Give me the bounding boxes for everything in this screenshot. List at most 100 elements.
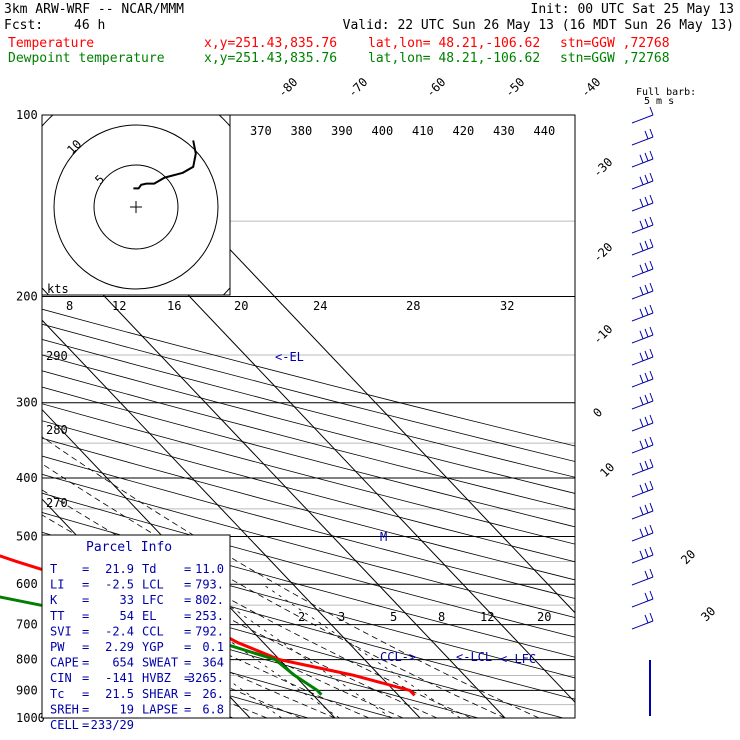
- wind-barb-flag: [644, 526, 649, 536]
- theta-label: 390: [331, 124, 353, 138]
- parcel-value: 654: [112, 656, 134, 670]
- wind-barb-staff: [631, 576, 654, 586]
- wind-barb-flag: [649, 436, 654, 446]
- pressure-tick-label: 300: [16, 396, 38, 410]
- parcel-value: 802.: [195, 593, 224, 607]
- parcel-key: HVBZ: [142, 671, 171, 685]
- parcel-value: 33: [120, 593, 134, 607]
- dry-adiabat-line: [42, 323, 575, 462]
- wind-barb-flag: [644, 174, 649, 184]
- wind-barb-flag: [649, 304, 654, 314]
- wind-barb-flag: [649, 546, 654, 556]
- parcel-eq: =: [82, 624, 89, 638]
- wind-barb-staff: [631, 510, 654, 520]
- wind-barb-flag: [649, 590, 654, 600]
- theta-label: 380: [291, 124, 313, 138]
- isotherm-line: [42, 408, 336, 718]
- theta-label: 410: [412, 124, 434, 138]
- lfc-marker: <-LFC: [500, 652, 536, 666]
- valid-time: Valid: 22 UTC Sun 26 May 13 (16 MDT Sun …: [342, 18, 734, 33]
- parcel-key: CELL: [50, 718, 79, 732]
- series-line: [0, 595, 323, 696]
- wind-barb-flag: [649, 524, 654, 534]
- parcel-value: 364: [202, 656, 224, 670]
- wind-barb-flag: [649, 480, 654, 490]
- mixing-ratio-label-top: 8: [66, 299, 73, 313]
- parcel-eq: =: [184, 687, 191, 701]
- parcel-key: LI: [50, 578, 64, 592]
- wind-barb-staff: [631, 334, 654, 344]
- pressure-tick-label: 400: [16, 471, 38, 485]
- theta-label: 400: [372, 124, 394, 138]
- parcel-info-title: Parcel Info: [86, 540, 172, 555]
- adiabat-label: 280: [46, 423, 68, 437]
- parcel-value: 2.29: [105, 640, 134, 654]
- pressure-tick-label: 200: [16, 290, 38, 304]
- wind-barb-flag: [644, 504, 649, 514]
- wind-barb-flag: [644, 218, 649, 228]
- wind-barb-flag: [639, 220, 644, 229]
- wind-barb-flag: [644, 482, 649, 492]
- wind-barb-staff: [631, 312, 654, 322]
- wind-barb-flag: [639, 264, 644, 273]
- mixing-ratio-label-top: 12: [112, 299, 126, 313]
- legend-temperature-latlon: lat,lon= 48.21,-106.62: [368, 36, 541, 51]
- wind-barb-flag: [644, 394, 649, 404]
- hodograph-ring: [53, 124, 219, 290]
- mixing-ratio-label-top: 28: [406, 299, 420, 313]
- parcel-key: T: [50, 562, 57, 576]
- theta-label: 370: [250, 124, 272, 138]
- parcel-value: 792.: [195, 624, 224, 638]
- isotherm-label: -50: [502, 75, 527, 100]
- parcel-value: 253.: [195, 609, 224, 623]
- isotherm-label: -30: [590, 155, 615, 180]
- theta-label: 420: [453, 124, 475, 138]
- parcel-key: SREH: [50, 702, 79, 716]
- wind-barb-flag: [644, 350, 649, 360]
- parcel-eq: =: [82, 656, 89, 670]
- moist-adiabat-line: [42, 538, 404, 718]
- melting-marker: M: [380, 530, 387, 544]
- wind-barb-staff: [631, 378, 654, 388]
- wind-barb-flag: [649, 260, 654, 270]
- isotherm-line: [42, 229, 506, 718]
- wind-barb-flag: [639, 176, 644, 185]
- parcel-key: LCL: [142, 578, 164, 592]
- wind-barb-staff: [631, 554, 654, 564]
- legend-dewpoint-xy: x,y=251.43,835.76: [204, 51, 338, 66]
- model-title: 3km ARW-WRF -- NCAR/MMM: [4, 2, 185, 17]
- pressure-tick-label: 100: [16, 108, 38, 122]
- wind-barb-flag: [649, 282, 654, 292]
- wind-barb-staff: [631, 268, 654, 278]
- legend-dewpoint-latlon: lat,lon= 48.21,-106.62: [368, 51, 541, 66]
- wind-barb-staff: [631, 246, 654, 256]
- wind-barb-staff: [631, 180, 654, 190]
- parcel-key: EL: [142, 609, 156, 623]
- dry-adiabat-line: [42, 594, 479, 718]
- parcel-eq: =: [82, 687, 89, 701]
- mixing-ratio-label-top: 24: [313, 299, 327, 313]
- pressure-tick-label: 600: [16, 577, 38, 591]
- parcel-eq: =: [82, 562, 89, 576]
- parcel-eq: =: [82, 593, 89, 607]
- isotherm-label: 30: [698, 604, 718, 624]
- parcel-info-box: [41, 534, 231, 719]
- wind-barb-flag: [639, 396, 644, 405]
- hodograph-ring: [93, 164, 179, 250]
- barb-legend-header: Full barb:: [636, 87, 696, 98]
- wind-barb-flag: [644, 328, 649, 338]
- wind-barb-staff: [631, 202, 654, 212]
- wind-barb-staff: [631, 422, 654, 432]
- parcel-eq: =: [82, 671, 89, 685]
- wind-barb-flag: [639, 550, 644, 559]
- wind-barb-flag: [644, 372, 649, 382]
- pressure-tick-label: 1000: [16, 711, 45, 725]
- dry-adiabat-line: [42, 473, 575, 618]
- isotherm-label: -40: [578, 75, 603, 100]
- parcel-key: CIN: [50, 671, 72, 685]
- wind-barb-flag: [649, 612, 654, 622]
- wind-barb-flag: [644, 130, 649, 140]
- wind-barb-flag: [639, 242, 644, 251]
- parcel-eq: =: [82, 718, 89, 732]
